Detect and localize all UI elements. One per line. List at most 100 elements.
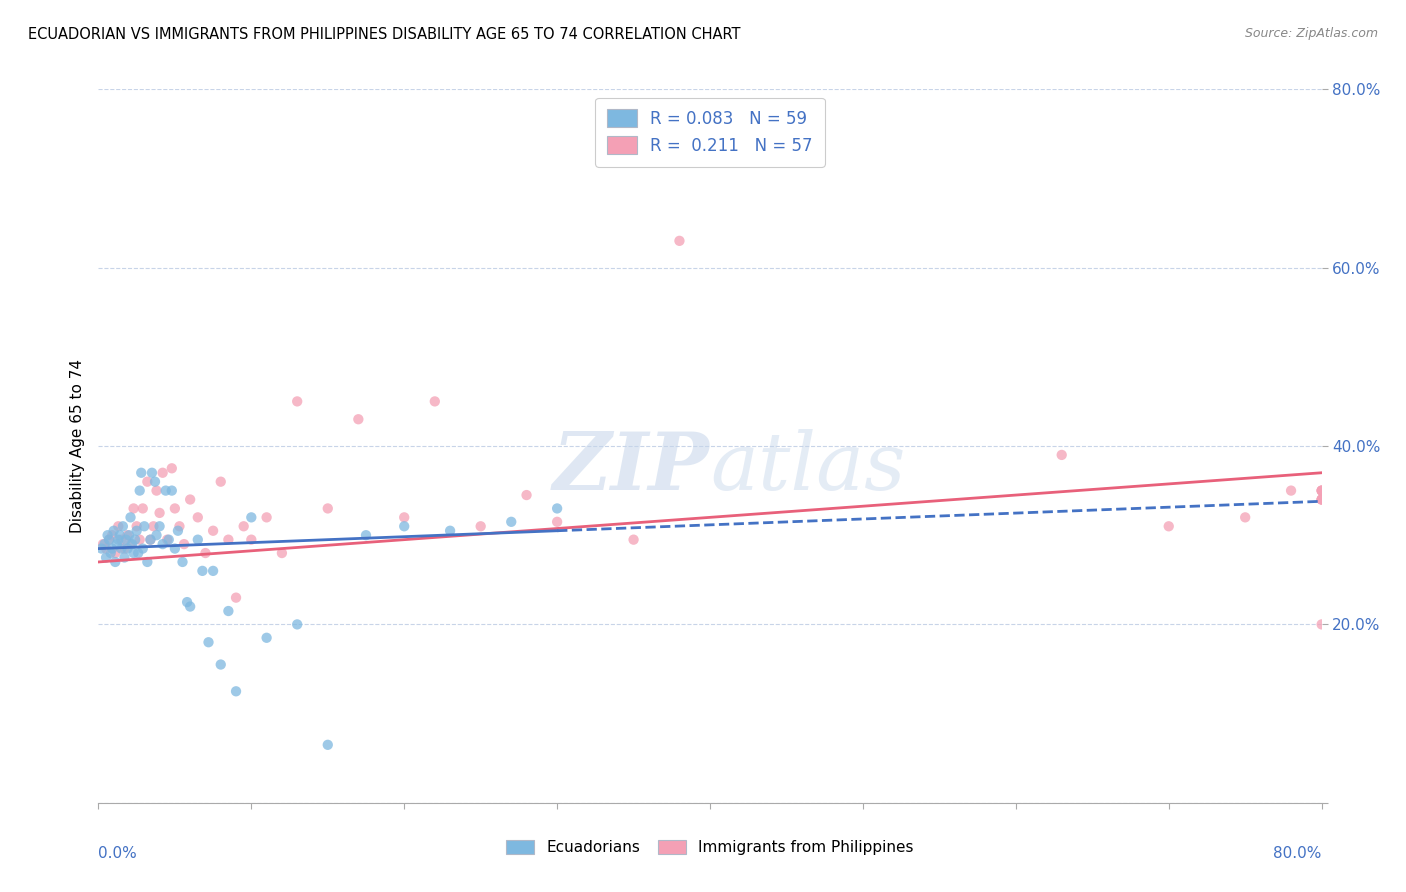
Point	[156, 533, 179, 547]
Text: atlas: atlas	[710, 429, 905, 506]
Point	[149, 506, 172, 520]
Point	[623, 533, 645, 547]
Point	[1234, 510, 1257, 524]
Point	[128, 483, 150, 498]
Point	[225, 591, 247, 605]
Point	[108, 528, 131, 542]
Point	[107, 519, 129, 533]
Point	[149, 519, 172, 533]
Point	[141, 466, 163, 480]
Point	[225, 684, 247, 698]
Point	[169, 519, 191, 533]
Point	[132, 501, 155, 516]
Point	[107, 533, 129, 547]
Point	[163, 541, 186, 556]
Point	[176, 595, 198, 609]
Point	[202, 524, 225, 538]
Point	[209, 657, 232, 672]
Point	[122, 546, 145, 560]
Point	[270, 546, 292, 560]
Point	[501, 515, 523, 529]
Point	[152, 537, 174, 551]
Point	[160, 461, 183, 475]
Point	[516, 488, 538, 502]
Point	[112, 541, 135, 556]
Point	[197, 635, 219, 649]
Point	[98, 533, 121, 547]
Point	[194, 546, 217, 560]
Point	[1310, 483, 1333, 498]
Point	[347, 412, 370, 426]
Point	[155, 483, 177, 498]
Point	[93, 537, 115, 551]
Point	[110, 541, 132, 556]
Point	[152, 466, 174, 480]
Point	[439, 524, 461, 538]
Point	[145, 528, 167, 542]
Point	[285, 617, 308, 632]
Point	[316, 501, 339, 516]
Point	[94, 541, 117, 556]
Point	[134, 519, 156, 533]
Point	[423, 394, 446, 409]
Point	[285, 394, 308, 409]
Point	[392, 519, 416, 533]
Point	[132, 541, 155, 556]
Point	[157, 533, 180, 547]
Point	[110, 533, 132, 547]
Point	[125, 524, 148, 538]
Point	[256, 631, 278, 645]
Point	[232, 519, 254, 533]
Point	[163, 501, 186, 516]
Point	[94, 550, 117, 565]
Point	[179, 492, 201, 507]
Point	[125, 519, 148, 533]
Point	[103, 524, 125, 538]
Point	[217, 533, 239, 547]
Point	[104, 555, 127, 569]
Point	[136, 555, 159, 569]
Point	[117, 528, 139, 542]
Point	[546, 515, 568, 529]
Point	[117, 541, 139, 556]
Point	[139, 533, 162, 547]
Text: ZIP: ZIP	[553, 429, 710, 506]
Point	[129, 466, 152, 480]
Point	[1310, 483, 1333, 498]
Point	[115, 533, 138, 547]
Point	[91, 537, 114, 551]
Point	[172, 555, 194, 569]
Point	[100, 546, 122, 560]
Point	[202, 564, 225, 578]
Point	[97, 528, 120, 542]
Point	[127, 546, 149, 560]
Point	[1157, 519, 1180, 533]
Point	[143, 475, 166, 489]
Point	[145, 483, 167, 498]
Point	[167, 524, 190, 538]
Point	[142, 519, 165, 533]
Point	[187, 510, 209, 524]
Point	[1310, 492, 1333, 507]
Point	[470, 519, 492, 533]
Point	[104, 546, 127, 560]
Point	[546, 501, 568, 516]
Point	[101, 528, 124, 542]
Point	[98, 533, 121, 547]
Point	[173, 537, 195, 551]
Point	[392, 510, 416, 524]
Point	[120, 510, 142, 524]
Text: 80.0%: 80.0%	[1274, 846, 1322, 861]
Point	[128, 533, 150, 547]
Point	[209, 475, 232, 489]
Point	[240, 533, 263, 547]
Point	[101, 541, 124, 556]
Point	[112, 550, 135, 565]
Point	[191, 564, 214, 578]
Point	[1310, 492, 1333, 507]
Point	[256, 510, 278, 524]
Text: 0.0%: 0.0%	[98, 846, 138, 861]
Point	[1279, 483, 1302, 498]
Y-axis label: Disability Age 65 to 74: Disability Age 65 to 74	[69, 359, 84, 533]
Point	[160, 483, 183, 498]
